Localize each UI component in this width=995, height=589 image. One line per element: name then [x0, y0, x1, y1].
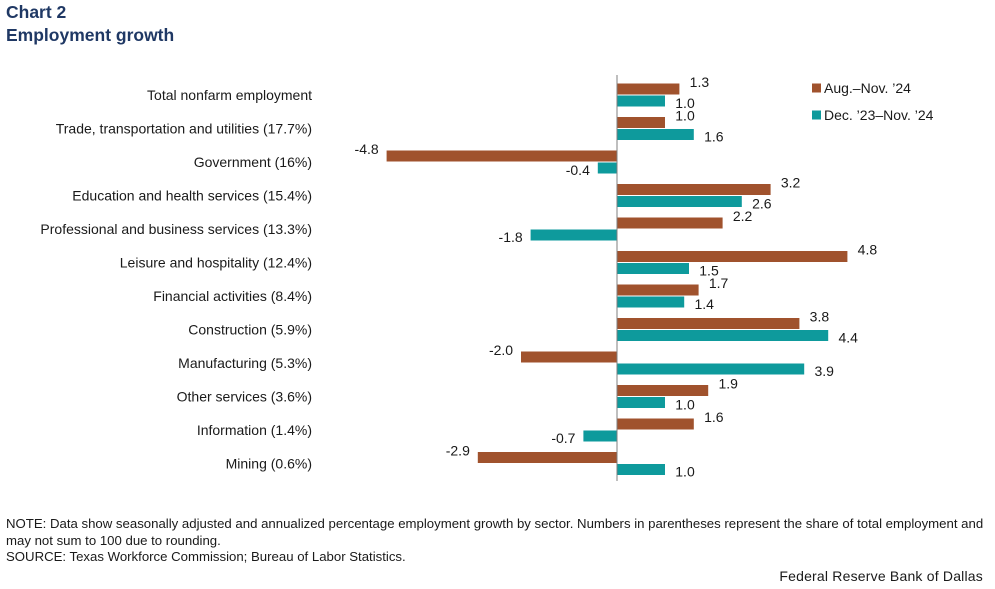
data-label: 1.9: [718, 376, 738, 392]
category-label: Information (1.4%): [197, 422, 312, 438]
bar-series-1: [386, 150, 617, 162]
bar-series-2: [617, 129, 694, 140]
data-label: -2.9: [446, 443, 470, 459]
data-label: 1.0: [675, 397, 695, 413]
category-label: Total nonfarm employment: [147, 87, 312, 103]
bar-series-2: [597, 162, 617, 174]
data-label: -1.8: [499, 229, 523, 245]
legend-label: Dec. ’23–Nov. ’24: [824, 107, 934, 123]
data-label: 1.3: [690, 74, 710, 90]
data-label: -0.4: [566, 162, 590, 178]
category-label: Professional and business services (13.3…: [40, 221, 312, 237]
bar-series-2: [530, 229, 617, 241]
bar-series-1: [617, 385, 709, 396]
category-label: Financial activities (8.4%): [153, 288, 312, 304]
category-label: Trade, transportation and utilities (17.…: [56, 121, 312, 137]
data-label: -4.8: [355, 141, 379, 157]
data-label: 1.0: [675, 464, 695, 480]
category-label: Manufacturing (5.3%): [178, 355, 312, 371]
category-label: Government (16%): [194, 154, 312, 170]
bar-series-1: [521, 351, 617, 363]
legend-swatch-1: [812, 83, 821, 93]
data-label: 4.4: [838, 330, 858, 346]
bar-series-2: [617, 363, 805, 375]
category-label: Other services (3.6%): [177, 389, 312, 405]
bar-series-1: [617, 117, 665, 128]
bar-series-2: [617, 464, 665, 475]
data-label: 1.6: [704, 129, 724, 145]
data-label: 1.4: [694, 296, 714, 312]
bar-series-1: [617, 251, 848, 262]
data-label: 2.2: [733, 208, 753, 224]
data-label: 3.2: [781, 175, 801, 191]
chart-number: Chart 2: [6, 2, 67, 22]
legend-swatch-2: [812, 110, 821, 120]
bar-series-1: [617, 284, 699, 296]
category-label: Education and health services (15.4%): [72, 188, 312, 204]
bar-series-2: [617, 296, 685, 308]
source-text: SOURCE: Texas Workforce Commission; Bure…: [6, 549, 406, 564]
chart-title: Employment growth: [6, 25, 175, 45]
data-label: -0.7: [551, 430, 575, 446]
data-label: 1.5: [699, 263, 719, 279]
bar-series-2: [617, 263, 689, 274]
credit-text: Federal Reserve Bank of Dallas: [779, 568, 983, 584]
data-label: -2.0: [489, 342, 513, 358]
data-label: 1.6: [704, 409, 724, 425]
data-label: 3.9: [814, 363, 834, 379]
data-label: 1.0: [675, 108, 695, 124]
bar-chart: Total nonfarm employment Trade, transport…: [40, 74, 934, 481]
data-label: 1.7: [709, 275, 729, 291]
legend-label: Aug.–Nov. ’24: [824, 80, 911, 96]
bar-series-2: [583, 430, 617, 442]
bar-series-1: [617, 83, 680, 95]
footnotes: NOTE: Data show seasonally adjusted and …: [6, 516, 990, 566]
bar-series-1: [617, 318, 800, 329]
chart-header: Chart 2 Employment growth: [6, 1, 174, 47]
data-label: 3.8: [810, 309, 830, 325]
category-label: Mining (0.6%): [226, 456, 312, 472]
bar-series-2: [617, 95, 665, 107]
data-label: 4.8: [858, 242, 878, 258]
bar-series-2: [617, 397, 665, 408]
bar-series-1: [617, 217, 723, 229]
category-label: Construction (5.9%): [188, 322, 312, 338]
bar-series-2: [617, 196, 742, 207]
bar-series-1: [617, 184, 771, 195]
data-label: 2.6: [752, 196, 772, 212]
category-label: Leisure and hospitality (12.4%): [120, 255, 312, 271]
bar-series-2: [617, 330, 829, 341]
bar-series-1: [477, 452, 617, 463]
note-text: NOTE: Data show seasonally adjusted and …: [6, 516, 984, 548]
data-label: 1.0: [675, 95, 695, 111]
bar-series-1: [617, 418, 694, 430]
